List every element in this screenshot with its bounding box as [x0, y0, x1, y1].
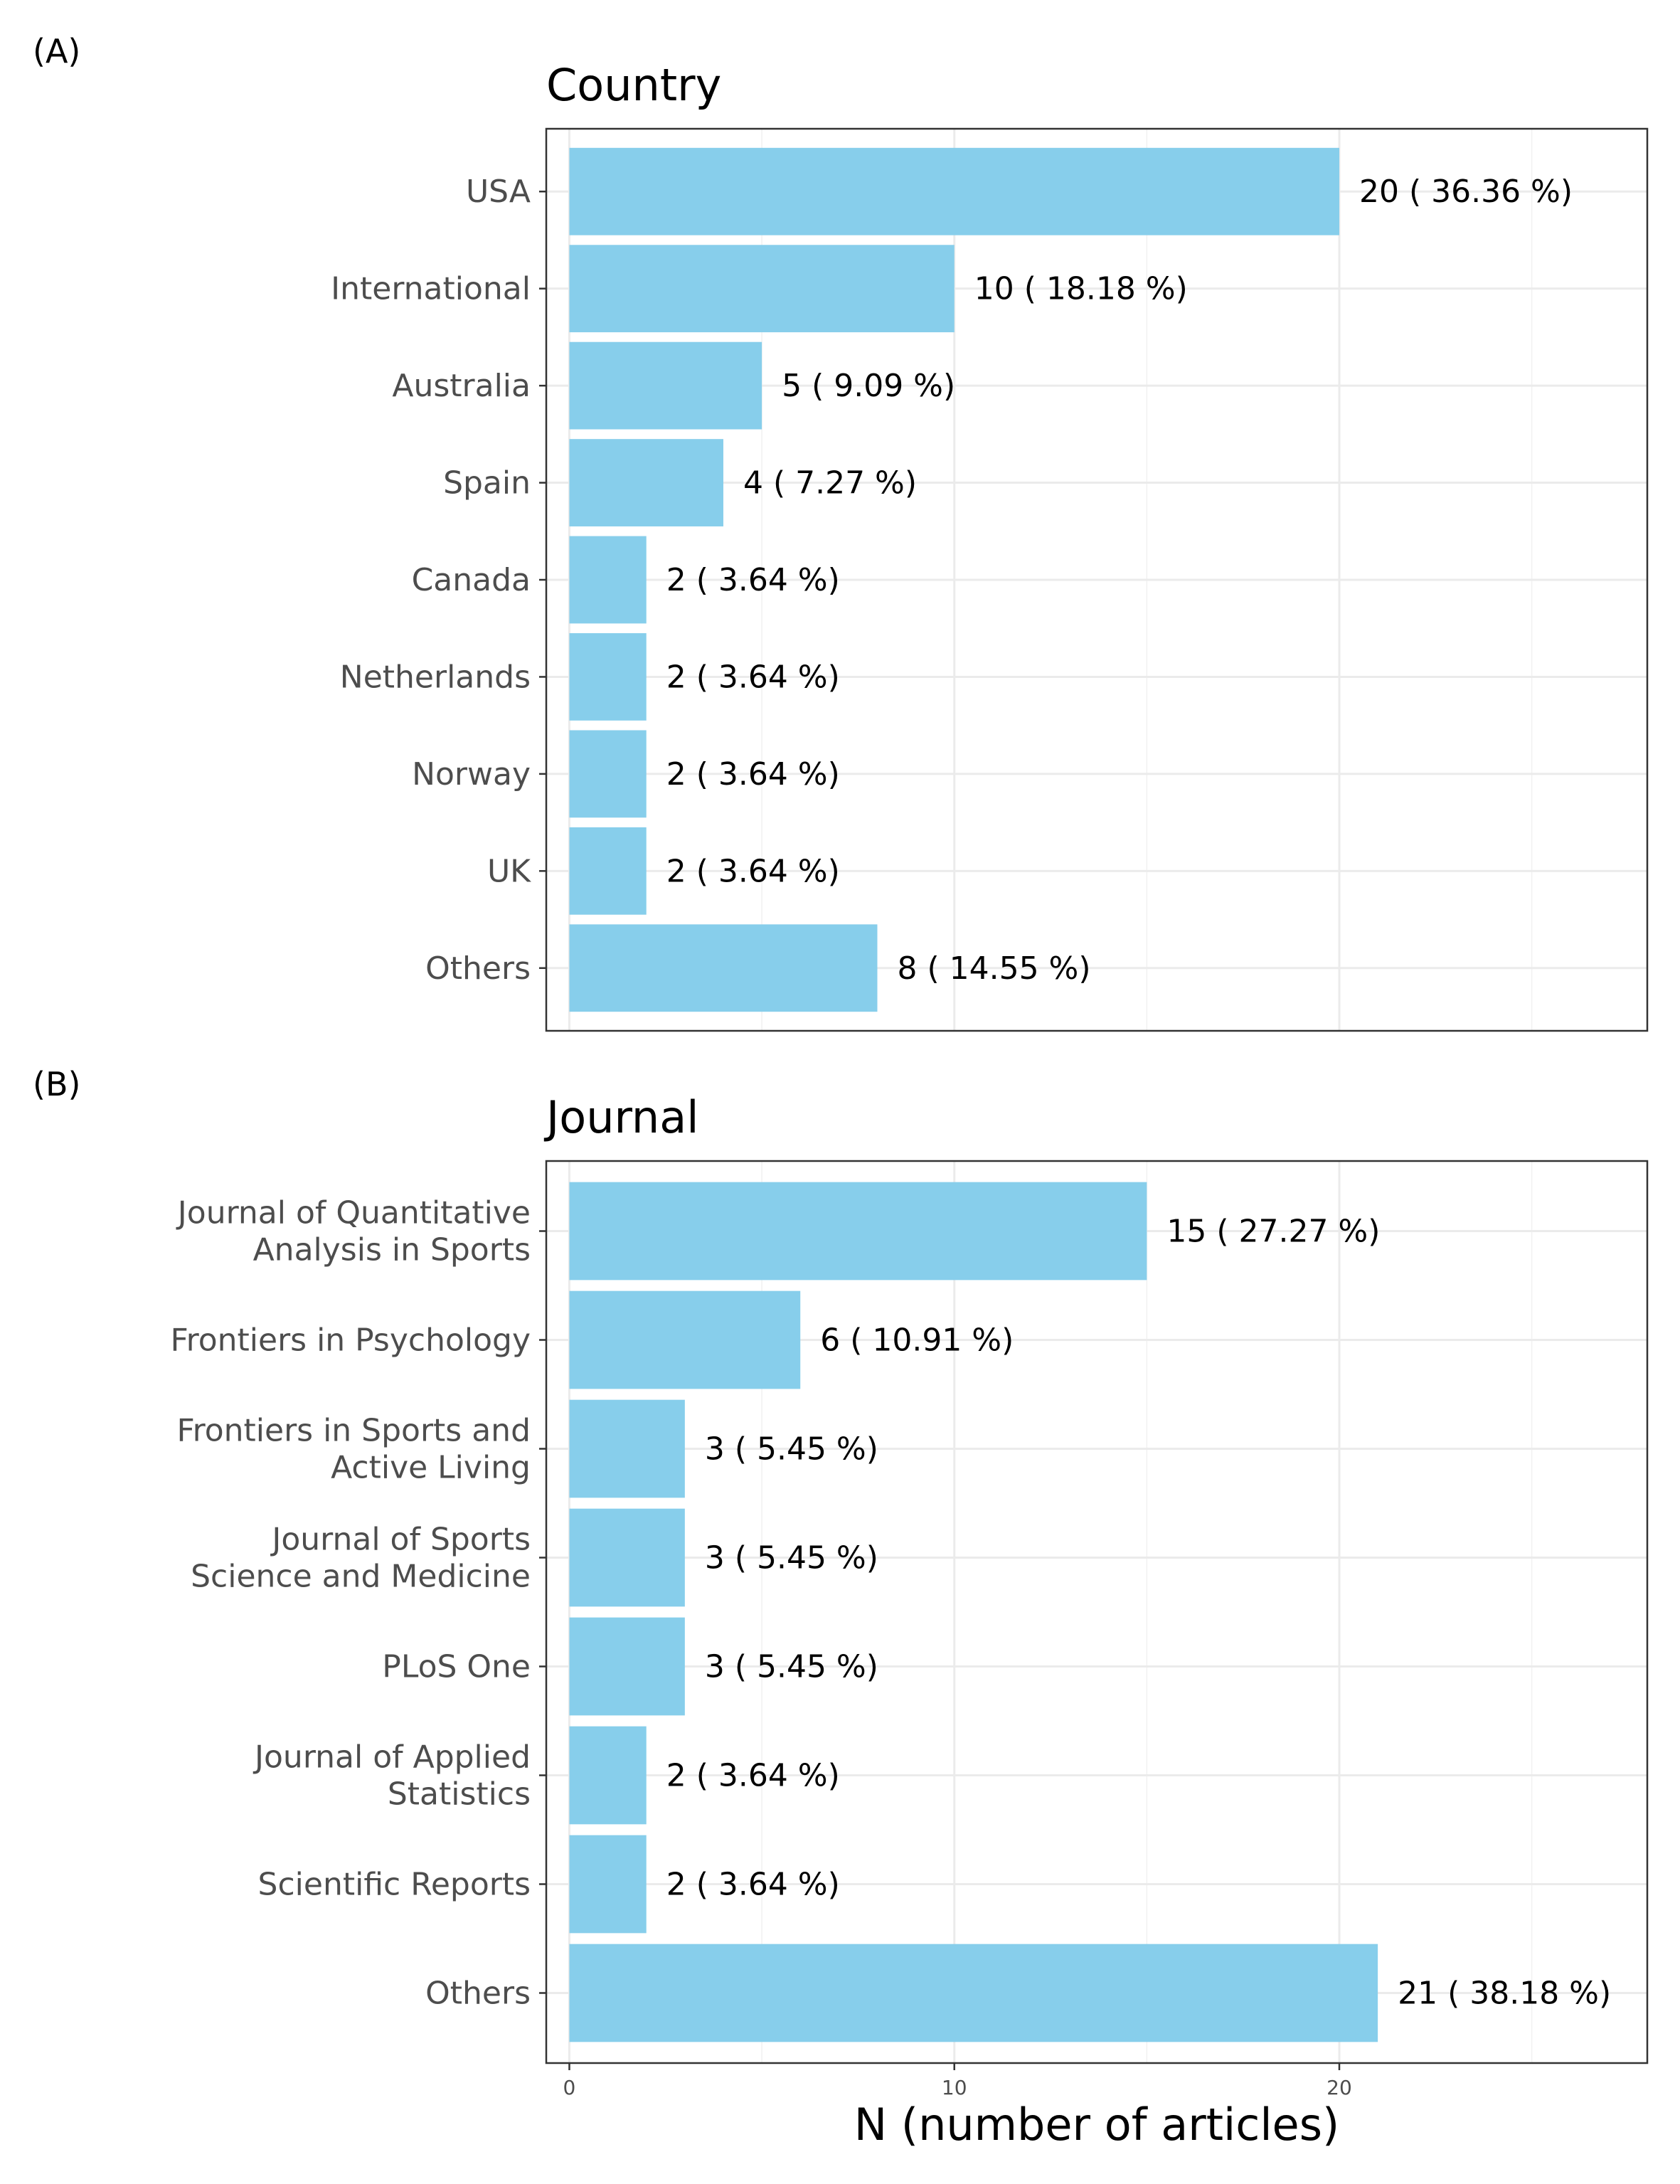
bar-value-label: 20 ( 36.36 %): [1359, 174, 1573, 210]
bar: [569, 1182, 1147, 1281]
category-label: Spain: [443, 465, 531, 502]
category-label: Netherlands: [340, 659, 531, 695]
chart-title: Journal: [543, 1091, 698, 1143]
category-label: Norway: [412, 756, 531, 793]
bar-value-label: 2 ( 3.64 %): [666, 1867, 840, 1903]
category-label: Australia: [392, 368, 531, 404]
category-label: Scientific Reports: [258, 1867, 531, 1903]
bar: [569, 245, 955, 333]
bar: [569, 1726, 647, 1825]
bar-value-label: 3 ( 5.45 %): [705, 1431, 878, 1468]
bar-value-label: 8 ( 14.55 %): [897, 950, 1090, 987]
category-label: Journal of Applied Statistics: [252, 1739, 531, 1813]
category-label: Canada: [412, 562, 531, 598]
panel-border: [545, 127, 1649, 1032]
bar-value-label: 10 ( 18.18 %): [974, 271, 1188, 307]
bar-value-label: 5 ( 9.09 %): [782, 368, 955, 404]
category-label: USA: [466, 174, 531, 210]
category-label: UK: [487, 853, 531, 889]
bar-value-label: 2 ( 3.64 %): [666, 562, 840, 598]
x-tick-label: 0: [563, 2076, 576, 2099]
panel-tag: (A): [33, 32, 80, 70]
category-label: Frontiers in Psychology: [170, 1322, 531, 1359]
bar: [569, 439, 723, 526]
bar-value-label: 21 ( 38.18 %): [1398, 1976, 1611, 2012]
bar-value-label: 2 ( 3.64 %): [666, 659, 840, 695]
category-label: Others: [425, 950, 531, 987]
bar: [569, 147, 1339, 235]
x-axis-title: N (number of articles): [854, 2099, 1339, 2151]
bar: [569, 1508, 685, 1607]
bar: [569, 1944, 1378, 2042]
panel-border: [545, 1160, 1649, 2064]
bar-value-label: 3 ( 5.45 %): [705, 1649, 878, 1685]
bar: [569, 1617, 685, 1716]
bar: [569, 341, 762, 430]
category-label: International: [331, 271, 531, 307]
journal-panel: (B) Journal 15 ( 27.27 %) Journal of Quanti…: [33, 1065, 1649, 2064]
bar: [569, 536, 647, 624]
bar: [569, 1399, 685, 1498]
bar-value-label: 3 ( 5.45 %): [705, 1540, 878, 1576]
bar-value-label: 2 ( 3.64 %): [666, 1758, 840, 1794]
bar-value-label: 4 ( 7.27 %): [743, 465, 917, 502]
category-label: Others: [425, 1976, 531, 2012]
x-axis: 0 10 20N (number of articles): [563, 2063, 1352, 2151]
category-label: Frontiers in Sports and Active Living: [177, 1413, 531, 1486]
bar: [569, 1290, 801, 1389]
category-label: Journal of Sports Science and Medicine: [191, 1522, 531, 1595]
bar-value-label: 15 ( 27.27 %): [1166, 1214, 1380, 1250]
chart-title: Country: [546, 59, 721, 111]
country-panel: (A) Country 20 ( 36.36 %) USA 10 ( 18.18 %) I…: [33, 32, 1649, 1032]
category-label: Journal of Quantitative Analysis in Sport…: [176, 1195, 531, 1268]
panel-tag: (B): [33, 1065, 80, 1103]
x-tick-label: 10: [942, 2076, 967, 2099]
bar: [569, 827, 647, 915]
x-tick-label: 20: [1327, 2076, 1352, 2099]
bar-value-label: 6 ( 10.91 %): [820, 1322, 1014, 1359]
bar: [569, 924, 878, 1012]
bar: [569, 633, 647, 721]
bar-value-label: 2 ( 3.64 %): [666, 756, 840, 793]
bar: [569, 730, 647, 818]
category-label: PLoS One: [382, 1649, 531, 1685]
bar: [569, 1835, 647, 1934]
bar-value-label: 2 ( 3.64 %): [666, 853, 840, 889]
